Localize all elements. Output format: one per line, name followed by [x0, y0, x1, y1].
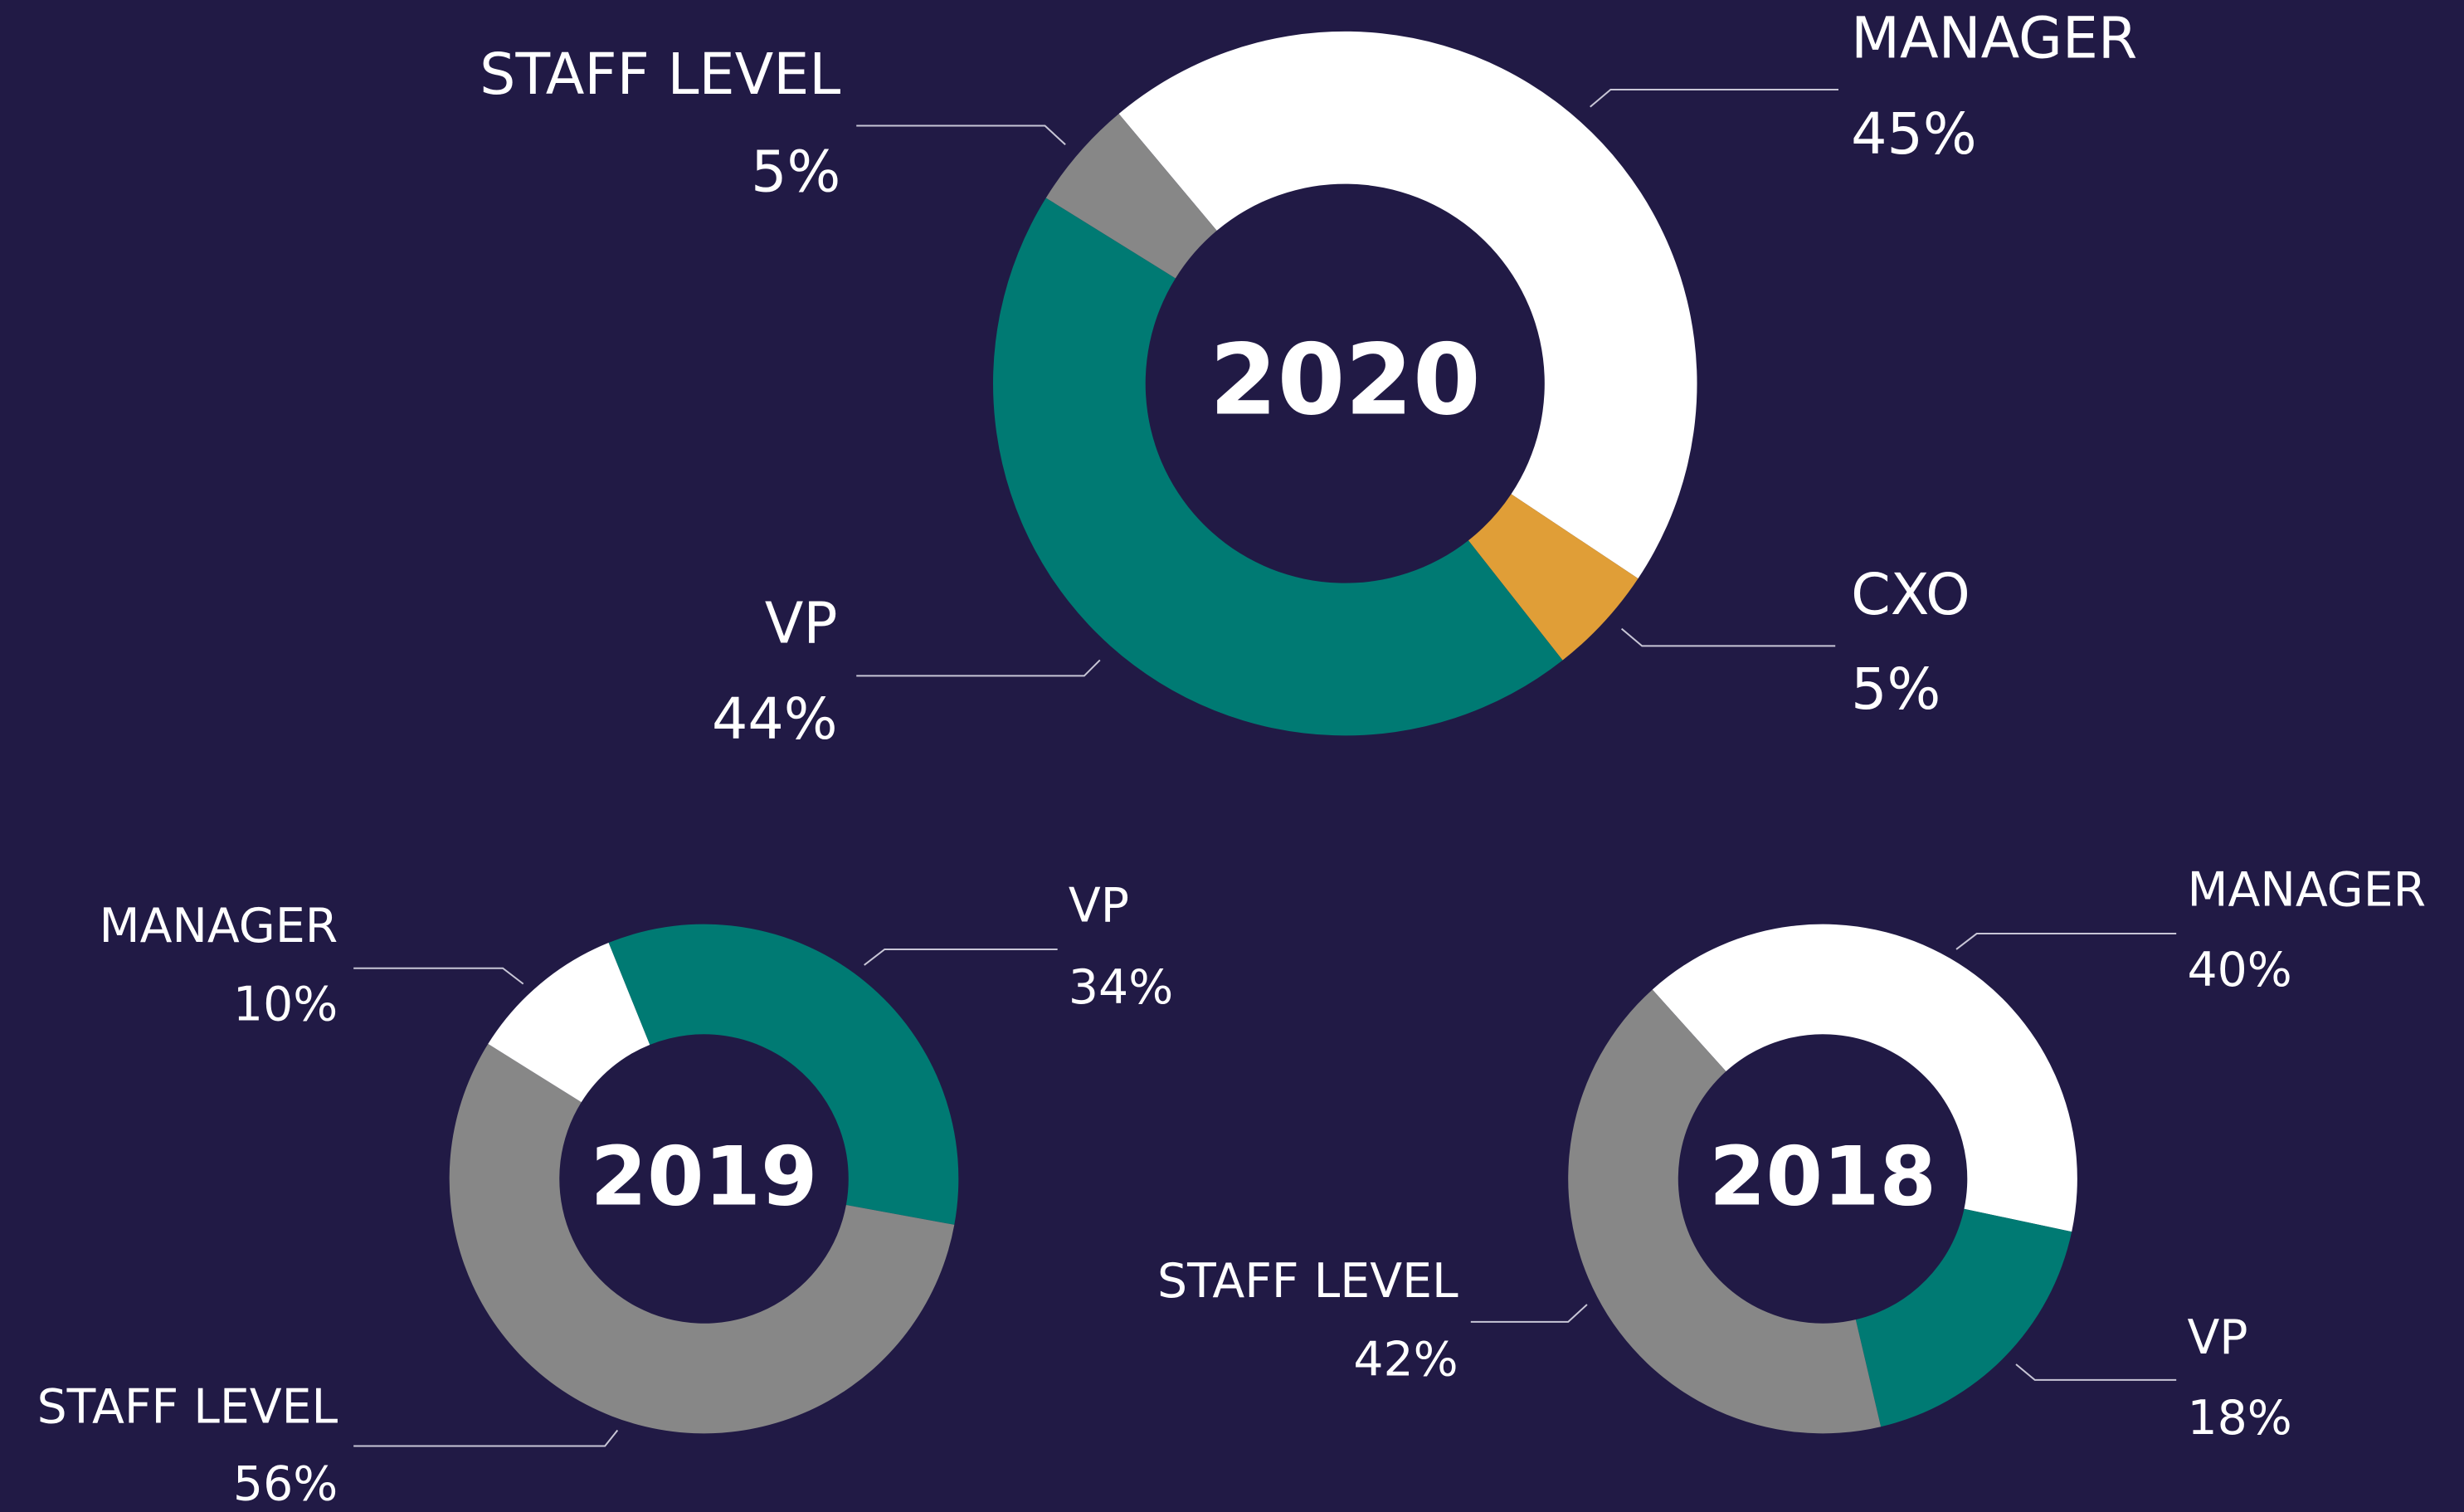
chart-title: 2020 [1210, 323, 1481, 437]
donut-segment [449, 1043, 955, 1434]
leader-line [2015, 1363, 2177, 1381]
leader-line [353, 967, 524, 985]
segment-value-label: 5% [751, 140, 840, 206]
segment-name: STAFF LEVEL [37, 1380, 338, 1435]
chart-title: 2018 [1709, 1129, 1936, 1224]
donut-segment [1652, 924, 2077, 1232]
segment-value-label: 5% [1851, 657, 1941, 723]
segment-name: CXO [1851, 563, 1970, 628]
segment-value-label: 10% [233, 978, 338, 1032]
donut-segment [993, 198, 1563, 736]
leader-line [856, 124, 1066, 145]
chart-title: 2019 [590, 1129, 817, 1224]
leader-line [864, 948, 1058, 966]
segment-value-label: 42% [1353, 1333, 1458, 1388]
segment-name: MANAGER [100, 899, 338, 954]
leader-line [353, 1429, 619, 1447]
donut-segment [1045, 114, 1217, 279]
segment-name: VP [2187, 1310, 2247, 1365]
segment-value-label: 44% [712, 687, 838, 753]
donut-segment [608, 924, 959, 1225]
donut-segment [1855, 1208, 2072, 1427]
segment-value-label: 40% [2187, 943, 2291, 997]
leader-line [1955, 933, 2177, 950]
segment-value-label: 18% [2187, 1391, 2291, 1446]
leader-line [856, 659, 1101, 677]
leader-line [1470, 1304, 1588, 1323]
donut-segment [1468, 494, 1639, 661]
segment-value-label: 45% [1851, 102, 1977, 168]
leader-line [1590, 88, 1838, 108]
segment-name: VP [765, 591, 838, 656]
donut-segment [1568, 989, 1882, 1434]
segment-name: VP [1069, 878, 1129, 933]
segment-value-label: 56% [233, 1456, 338, 1511]
segment-name: MANAGER [1851, 7, 2137, 72]
segment-value-label: 34% [1069, 960, 1173, 1015]
segment-name: STAFF LEVEL [480, 42, 840, 108]
donut-segment [488, 943, 650, 1103]
segment-name: MANAGER [2187, 862, 2426, 917]
donut-segment [1118, 31, 1697, 579]
segment-name: STAFF LEVEL [1157, 1254, 1458, 1309]
leader-line [1620, 627, 1836, 647]
